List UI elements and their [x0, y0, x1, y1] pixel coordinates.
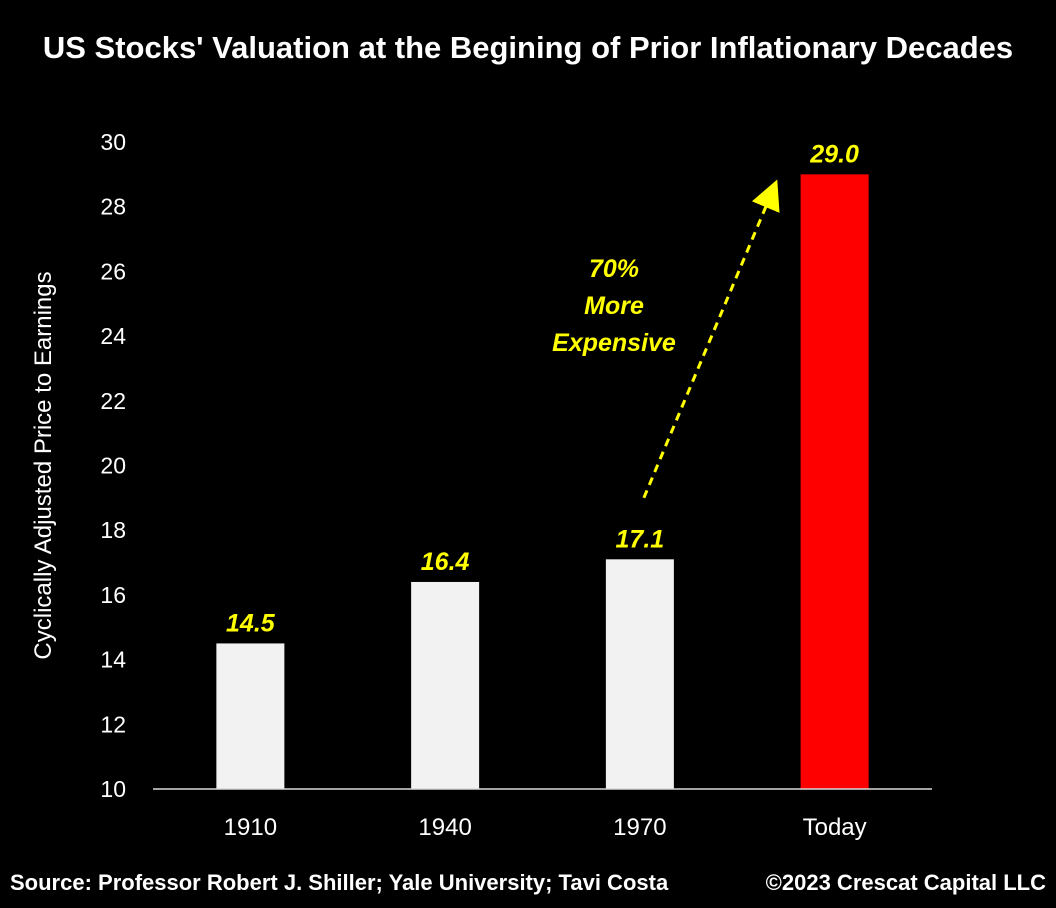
y-tick-label: 28: [100, 194, 126, 220]
annotation-text: 70%: [589, 255, 639, 283]
x-tick-label: 1910: [224, 814, 277, 841]
bar: [800, 174, 869, 790]
source-note: Source: Professor Robert J. Shiller; Yal…: [10, 870, 669, 895]
y-tick-label: 24: [100, 323, 126, 349]
copyright-note: ©2023 Crescat Capital LLC: [765, 870, 1046, 895]
bar: [216, 643, 285, 789]
y-tick-label: 18: [100, 517, 126, 543]
y-tick-label: 30: [100, 129, 126, 155]
y-tick-label: 26: [100, 258, 126, 284]
annotation-text: More: [584, 292, 644, 320]
y-tick-label: 12: [100, 711, 126, 737]
bar: [411, 581, 480, 789]
y-tick-label: 22: [100, 388, 126, 414]
data-label: 29.0: [809, 140, 859, 168]
y-axis-label: Cyclically Adjusted Price to Earnings: [30, 271, 57, 659]
y-tick-label: 14: [100, 647, 126, 673]
x-tick-label: 1970: [613, 814, 666, 841]
data-label: 16.4: [421, 548, 470, 576]
bar: [605, 559, 674, 789]
x-tick-label: 1940: [418, 814, 471, 841]
annotation-text: Expensive: [552, 329, 676, 357]
bar-chart: 10 12 14 16 18 20 22 24 26 28 30 Cyclically Adjuste…: [30, 129, 932, 841]
y-tick-label: 10: [100, 776, 126, 802]
chart-title: US Stocks' Valuation at the Begining of …: [42, 30, 1014, 65]
data-label: 14.5: [226, 609, 276, 637]
x-tick-label: Today: [803, 814, 867, 841]
y-tick-label: 20: [100, 453, 126, 479]
data-label: 17.1: [616, 525, 665, 553]
y-tick-label: 16: [100, 582, 126, 608]
